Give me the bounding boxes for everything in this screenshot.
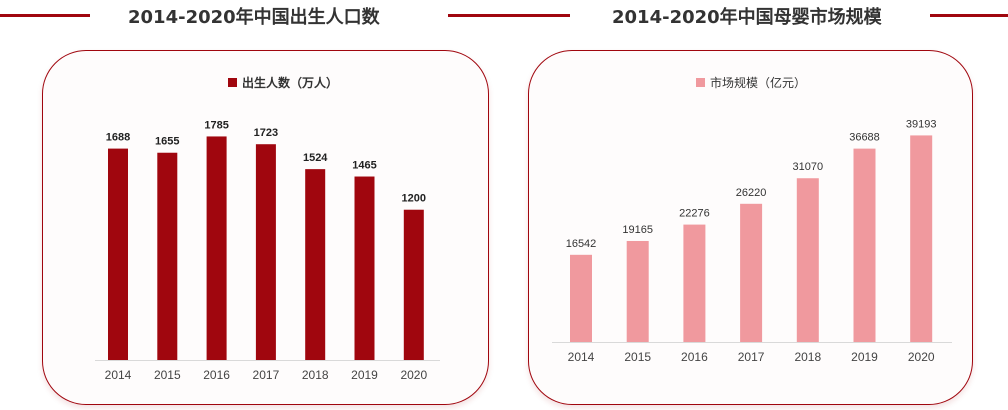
right-bar-2018 (796, 178, 819, 342)
right-data-label-2016: 22276 (679, 208, 710, 220)
right-bar-2014 (570, 254, 592, 342)
right-data-label-2019: 36688 (849, 132, 880, 144)
left-data-label-2019: 1465 (352, 160, 376, 172)
right-bar-2020 (910, 135, 933, 342)
right-data-label-2020: 39193 (906, 118, 937, 130)
left-chart-title: 2014-2020年中国出生人口数 (128, 7, 380, 28)
left-tick-label-2015: 2015 (154, 368, 181, 382)
left-tick-label-2016: 2016 (203, 368, 230, 382)
left-tick-label-2019: 2019 (351, 368, 378, 382)
right-tick-label-2016: 2016 (681, 350, 708, 364)
left-data-label-2015: 1655 (155, 136, 179, 148)
left-data-label-2020: 1200 (402, 193, 426, 205)
right-tick-label-2019: 2019 (851, 350, 878, 364)
left-legend-swatch (228, 77, 237, 87)
right-data-label-2014: 16542 (566, 238, 597, 250)
left-data-label-2018: 1524 (303, 152, 328, 164)
right-legend-swatch (696, 77, 705, 87)
left-tick-label-2020: 2020 (400, 368, 427, 382)
right-chart-legend: 市场规模（亿元） (696, 74, 806, 90)
left-bar-2016 (206, 136, 227, 360)
left-title-rule-right (448, 14, 570, 17)
right-bar-2019 (853, 148, 876, 342)
right-legend-label: 市场规模（亿元） (710, 75, 807, 90)
left-legend-label: 出生人数（万人） (242, 75, 339, 90)
left-tick-label-2017: 2017 (253, 368, 280, 382)
right-data-label-2015: 19165 (622, 224, 653, 236)
right-tick-label-2018: 2018 (794, 350, 821, 364)
right-tick-label-2014: 2014 (568, 350, 595, 364)
left-bar-2014 (108, 148, 128, 360)
left-bar-2015 (157, 152, 178, 360)
left-bar-2018 (305, 169, 326, 360)
left-data-label-2016: 1785 (204, 119, 228, 131)
left-bar-2020 (403, 209, 424, 360)
right-data-label-2018: 31070 (793, 161, 824, 173)
right-bar-2015 (626, 240, 649, 342)
left-title-rule-left (0, 14, 90, 17)
right-tick-label-2015: 2015 (624, 350, 651, 364)
right-tick-label-2020: 2020 (908, 350, 935, 364)
left-tick-label-2018: 2018 (302, 368, 329, 382)
right-bar-2016 (683, 224, 706, 342)
left-chart-legend: 出生人数（万人） (228, 74, 338, 90)
left-data-label-2017: 1723 (254, 127, 278, 139)
left-tick-label-2014: 2014 (105, 368, 132, 382)
right-tick-label-2017: 2017 (738, 350, 765, 364)
left-bar-2017 (255, 144, 276, 360)
right-title-rule-right (930, 14, 1008, 17)
right-chart-title: 2014-2020年中国母婴市场规模 (612, 7, 882, 28)
right-data-label-2017: 26220 (736, 187, 767, 199)
left-data-label-2014: 1688 (106, 132, 130, 144)
left-bar-2019 (354, 176, 375, 360)
right-bar-2017 (740, 203, 763, 342)
